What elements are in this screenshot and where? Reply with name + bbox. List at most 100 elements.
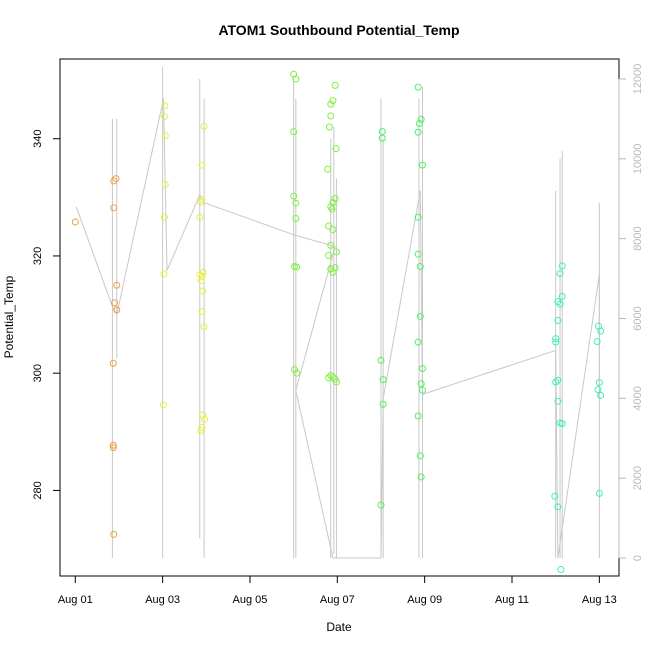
data-point <box>292 199 300 207</box>
data-point <box>198 161 206 169</box>
data-point <box>331 195 339 203</box>
data-point <box>378 134 386 142</box>
data-point <box>111 299 119 307</box>
data-point <box>199 411 207 419</box>
data-point <box>379 376 387 384</box>
data-point <box>196 213 204 221</box>
x-tick-label: Aug 03 <box>145 594 180 606</box>
data-point <box>418 364 426 372</box>
data-point <box>552 335 560 343</box>
chart-title: ATOM1 Southbound Potential_Temp <box>218 22 459 38</box>
y2-tick-label: 8000 <box>632 226 644 250</box>
data-point <box>418 386 426 394</box>
data-point <box>110 530 118 538</box>
data-point <box>415 119 423 127</box>
data-point <box>595 379 603 387</box>
y2-tick-label: 0 <box>632 555 644 561</box>
data-point <box>292 214 300 222</box>
data-point <box>378 128 386 136</box>
data-point <box>293 263 301 271</box>
y2-tick-label: 6000 <box>632 306 644 330</box>
data-point <box>291 366 299 374</box>
data-point <box>597 327 605 335</box>
data-points <box>71 70 605 574</box>
x-tick-label: Aug 13 <box>582 594 617 606</box>
y-tick-label: 320 <box>32 247 44 265</box>
data-point <box>379 400 387 408</box>
x-tick-label: Aug 05 <box>233 594 268 606</box>
data-point <box>554 298 562 306</box>
y-tick-label: 340 <box>32 130 44 148</box>
x-tick-label: Aug 09 <box>407 594 442 606</box>
data-point <box>556 270 564 278</box>
data-point <box>552 378 560 386</box>
data-point <box>593 338 601 346</box>
data-point <box>290 192 298 200</box>
data-point <box>329 226 337 234</box>
data-point <box>200 122 208 130</box>
data-point <box>551 492 559 500</box>
data-point <box>71 218 79 226</box>
data-point <box>329 373 337 381</box>
data-point <box>160 401 168 409</box>
data-point <box>332 378 340 386</box>
x-tick-label: Aug 01 <box>58 594 93 606</box>
data-point <box>197 427 205 435</box>
data-point <box>332 248 340 256</box>
y-tick-label: 280 <box>32 481 44 499</box>
data-point <box>161 180 169 188</box>
data-point <box>594 386 602 394</box>
data-point <box>109 444 117 452</box>
plot-frame <box>59 58 620 577</box>
data-point <box>552 338 560 346</box>
x-axis-label: Date <box>326 620 352 634</box>
data-point <box>160 213 168 221</box>
data-point <box>558 292 566 300</box>
data-point <box>199 287 207 295</box>
x-tick-label: Aug 07 <box>320 594 355 606</box>
data-point <box>327 100 335 108</box>
data-point <box>324 165 332 173</box>
data-point <box>197 277 205 285</box>
data-point <box>325 374 333 382</box>
data-point <box>292 75 300 83</box>
data-point <box>109 441 117 449</box>
data-point <box>329 97 337 105</box>
transect-line <box>75 98 600 559</box>
x-tick-label: Aug 11 <box>495 594 529 606</box>
data-point <box>414 83 422 91</box>
data-point <box>109 359 117 367</box>
data-point <box>198 308 206 316</box>
data-point <box>201 415 209 423</box>
data-point <box>377 501 385 509</box>
data-point <box>557 566 565 574</box>
data-point <box>161 132 169 140</box>
data-point <box>417 115 425 123</box>
data-point <box>414 338 422 346</box>
y2-tick-label: 2000 <box>632 466 644 490</box>
data-point <box>327 372 335 380</box>
data-point <box>597 391 605 399</box>
data-point <box>595 489 603 497</box>
data-point <box>325 123 333 131</box>
data-point <box>554 376 562 384</box>
data-point <box>414 250 422 258</box>
y2-tick-label: 10000 <box>632 144 644 175</box>
data-point <box>331 81 339 89</box>
data-point <box>556 300 564 308</box>
data-point <box>377 356 385 364</box>
data-point <box>327 265 335 273</box>
data-point <box>554 316 562 324</box>
data-point <box>110 177 118 185</box>
data-point <box>558 262 566 270</box>
data-point <box>199 268 207 276</box>
data-point <box>554 503 562 511</box>
data-point <box>325 222 333 230</box>
data-point <box>198 272 206 280</box>
data-point <box>554 397 562 405</box>
depth-profile-lines <box>111 66 600 559</box>
data-point <box>325 251 333 259</box>
data-point <box>327 112 335 120</box>
data-point <box>160 112 168 120</box>
